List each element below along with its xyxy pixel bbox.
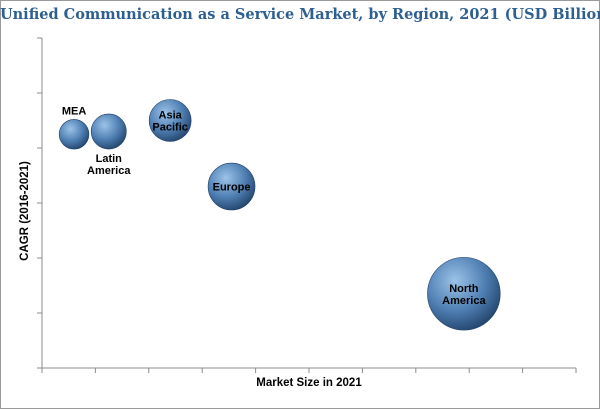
x-axis-title: Market Size in 2021 [256, 377, 362, 389]
bubble-label: Asia Pacific [152, 110, 187, 134]
y-axis-title: CAGR (2016-2021) [19, 161, 31, 261]
bubble-label: Latin America [87, 153, 131, 177]
bubble [427, 257, 501, 331]
chart-title: Unified Communication as a Service Marke… [0, 6, 600, 23]
bubble [90, 113, 127, 150]
bubble-label: MEA [62, 105, 87, 117]
bubble [207, 162, 256, 211]
bubble-label: Europe [213, 182, 251, 194]
bubble [58, 119, 90, 150]
bubble-label: North America [442, 283, 486, 307]
bubble [148, 99, 192, 142]
